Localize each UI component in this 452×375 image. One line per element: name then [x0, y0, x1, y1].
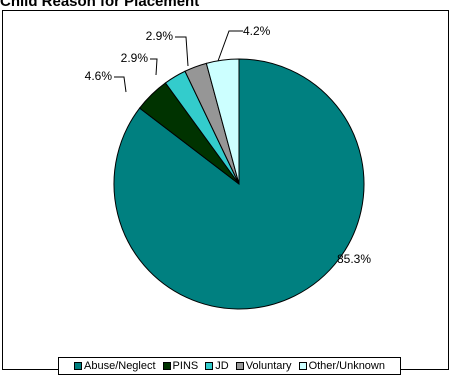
legend: Abuse/Neglect PINS JD Voluntary Other/Un… [58, 357, 401, 375]
legend-item: JD [205, 360, 229, 372]
data-label: 2.9% [121, 51, 149, 65]
pie-chart: 85.3% 4.6% 2.9% 2.9% 4.2% [85, 24, 371, 310]
pie-slice-other-unknown [205, 58, 240, 185]
legend-swatch [298, 362, 307, 370]
legend-swatch [235, 362, 244, 370]
data-label: 2.9% [146, 29, 174, 43]
data-label: 4.6% [85, 69, 113, 83]
data-label: 4.2% [243, 24, 271, 38]
legend-label: Abuse/Neglect [84, 360, 156, 372]
legend-item: Other/Unknown [298, 360, 385, 372]
leader-line [217, 30, 243, 62]
leader-line [114, 76, 127, 93]
chart-frame: 85.3% 4.6% 2.9% 2.9% 4.2% Abuse/Neglect PINS… [2, 10, 449, 375]
leader-line [150, 58, 158, 76]
legend-item: PINS [162, 360, 199, 372]
data-label: 85.3% [337, 252, 371, 266]
legend-item: Voluntary [235, 360, 292, 372]
leader-line [175, 36, 189, 67]
legend-swatch [205, 362, 214, 370]
legend-label: Voluntary [245, 360, 292, 372]
page-title: Child Reason for Placement [0, 0, 200, 10]
legend-label: PINS [172, 360, 199, 372]
legend-swatch [74, 362, 82, 370]
legend-label: Other/Unknown [308, 360, 385, 372]
legend-swatch [162, 362, 171, 370]
legend-label: JD [215, 360, 229, 372]
legend-item: Abuse/Neglect [74, 360, 156, 372]
